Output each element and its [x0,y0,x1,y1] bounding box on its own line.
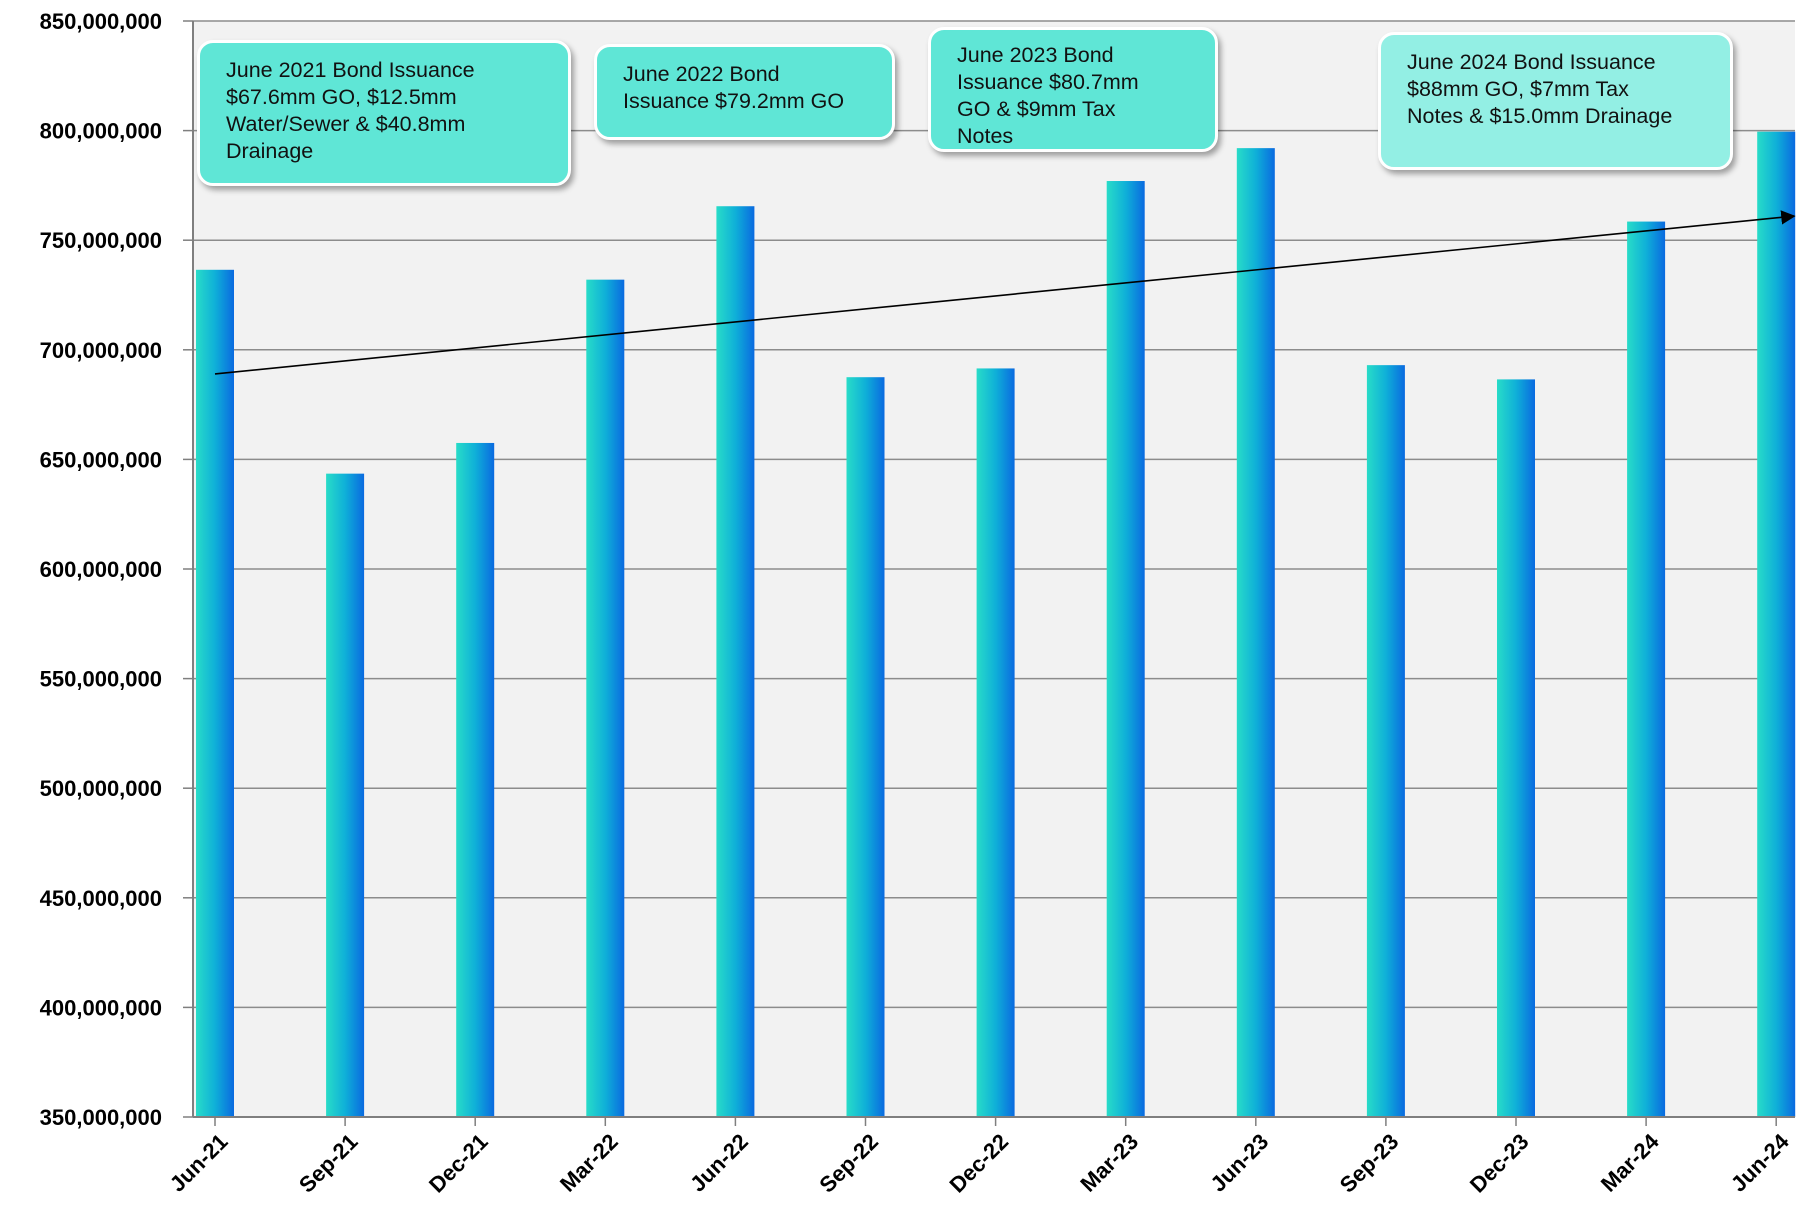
bar-sep-23 [1366,365,1405,1117]
y-axis-tick-labels: 350,000,000 400,000,000 450,000,000 500,000… [40,9,162,1130]
y-tick-label: 450,000,000 [40,886,162,911]
x-tick-label: Mar-24 [1596,1128,1664,1196]
bar-sep-22 [846,377,885,1117]
bars [196,131,1796,1118]
callout-june-2024: June 2024 Bond Issuance $88mm GO, $7mm T… [1378,32,1733,170]
bar-jun-21 [196,269,234,1117]
x-tick-label: Jun-24 [1726,1128,1794,1196]
bar-jun-24 [1757,131,1796,1118]
trend-line [214,210,1796,375]
x-tick-label: Sep-23 [1335,1129,1404,1198]
y-tick-label: 800,000,000 [40,119,162,144]
callout-june-2021: June 2021 Bond Issuance $67.6mm GO, $12.… [197,40,571,186]
y-tick-label: 350,000,000 [40,1105,162,1130]
y-tick-label: 600,000,000 [40,557,162,582]
bar-jun-23 [1236,148,1275,1118]
bar-dec-23 [1497,379,1535,1118]
y-tick-label: 750,000,000 [40,228,162,253]
y-tick-label: 700,000,000 [40,338,162,363]
axes [192,21,1795,1118]
x-axis-tick-labels: Jun-21 Sep-21 Dec-21 Mar-22 Jun-22 Sep-22 Dec-… [165,1117,1794,1198]
bar-mar-24 [1627,221,1666,1117]
x-tick-label: Jun-22 [685,1129,753,1197]
bar-sep-21 [326,473,365,1117]
x-tick-label: Sep-22 [814,1129,883,1198]
x-tick-label: Mar-23 [1075,1129,1143,1197]
y-tick-label: 850,000,000 [40,9,162,34]
bar-mar-23 [1106,181,1145,1118]
callout-june-2022: June 2022 Bond Issuance $79.2mm GO [594,44,895,140]
bar-dec-22 [976,368,1015,1117]
callout-june-2023: June 2023 Bond Issuance $80.7mm GO & $9m… [928,27,1218,152]
x-tick-label: Mar-22 [555,1129,623,1197]
trend-arrow [214,210,1796,375]
bar-jun-22 [716,206,755,1117]
x-tick-label: Sep-21 [294,1129,363,1198]
y-tick-label: 550,000,000 [40,667,162,692]
y-tick-label: 650,000,000 [40,447,162,472]
y-tick-label: 400,000,000 [40,995,162,1020]
y-tick-label: 500,000,000 [40,776,162,801]
bar-mar-22 [586,279,625,1117]
x-tick-label: Jun-23 [1206,1129,1274,1197]
bar-dec-21 [456,442,495,1118]
x-tick-label: Jun-21 [165,1129,233,1197]
x-tick-label: Dec-23 [1465,1129,1534,1198]
x-tick-label: Dec-21 [424,1129,493,1198]
x-tick-label: Dec-22 [944,1129,1013,1198]
